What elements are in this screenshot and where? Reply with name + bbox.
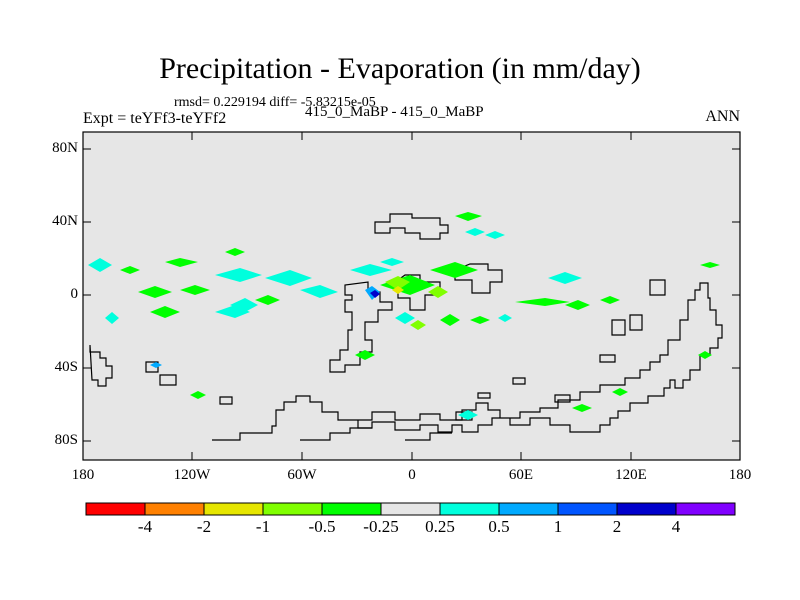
season-label: ANN: [705, 108, 740, 125]
colorbar-swatch-6: [380, 502, 441, 516]
colorbar-label-3: -1: [255, 517, 271, 536]
positive-large-patches: [370, 290, 380, 298]
lat-label-0: 0: [70, 286, 79, 302]
colorbar-label-10: 4: [671, 517, 681, 536]
colorbar-swatch-11: [675, 502, 736, 516]
lon-label-60e: 60E: [508, 467, 534, 483]
negative-large-patches: [392, 286, 404, 294]
positive-small-patches: [88, 228, 582, 420]
colorbar-swatch-3: [203, 502, 264, 516]
experiment-label: Expt = teYFf3-teYFf2: [83, 110, 227, 127]
lat-label-40s: 40S: [54, 359, 78, 375]
colorbar-label-9: 2: [612, 517, 622, 536]
plot-title: Precipitation - Evaporation (in mm/day): [159, 52, 641, 85]
negative-medium-patches: [385, 276, 448, 330]
case-label: 415_0_MaBP - 415_0_MaBP: [305, 104, 484, 120]
colorbar-label-5: -0.25: [363, 517, 399, 536]
colorbar-swatch-5: [321, 502, 382, 516]
anomaly-patches: [88, 212, 720, 420]
lon-label-120e: 120E: [615, 467, 647, 483]
lon-label-0: 0: [408, 467, 416, 483]
lon-label-180w: 180: [71, 467, 95, 483]
coastlines: [89, 213, 723, 441]
colorbar-label-6: 0.25: [425, 517, 455, 536]
colorbar-label-1: -4: [137, 517, 153, 536]
colorbar-swatch-2: [144, 502, 205, 516]
map-ticks: [83, 132, 740, 460]
colorbar-label-7: 0.5: [488, 517, 510, 536]
colorbar-label-2: -2: [196, 517, 212, 536]
colorbar-swatch-1: [85, 502, 146, 516]
colorbar-swatch-8: [498, 502, 559, 516]
lon-label-120w: 120W: [173, 467, 211, 483]
colorbar-label-4: -0.5: [308, 517, 336, 536]
lat-label-80s: 80S: [54, 432, 78, 448]
colorbar-swatch-7: [439, 502, 500, 516]
lon-label-180e: 180: [728, 467, 752, 483]
lon-label-60w: 60W: [287, 467, 317, 483]
lat-label-80n: 80N: [52, 140, 78, 156]
map-background: [83, 132, 740, 460]
lat-label-40n: 40N: [52, 213, 78, 229]
colorbar-swatch-4: [262, 502, 323, 516]
negative-small-patches: [120, 212, 720, 412]
rmsd-diff-stats: rmsd= 0.229194 diff= -5.83215e-05: [174, 95, 376, 110]
colorbar-swatch-9: [557, 502, 618, 516]
colorbar: [85, 502, 736, 516]
colorbar-label-8: 1: [553, 517, 563, 536]
colorbar-swatch-10: [616, 502, 677, 516]
